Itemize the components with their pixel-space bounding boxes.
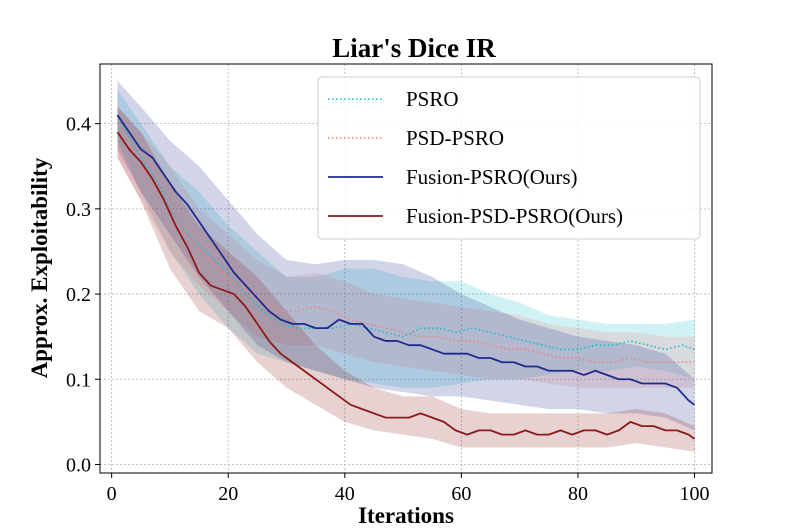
x-tick-label: 100 (680, 483, 710, 505)
fusion-psro-ours-band (117, 81, 695, 431)
x-tick-label: 80 (568, 483, 588, 505)
legend-label-psd-psro: PSD-PSRO (406, 126, 504, 150)
legend-label-fusion-psd-psro-ours: Fusion-PSD-PSRO(Ours) (406, 204, 623, 228)
fusion-psd-psro-ours-band (117, 106, 695, 452)
legend-label-fusion-psro-ours: Fusion-PSRO(Ours) (406, 165, 578, 189)
y-tick-label: 0.2 (66, 284, 91, 306)
legend: PSRO PSD-PSRO Fusion-PSRO(Ours) Fusion-PSD-… (317, 76, 701, 240)
x-tick-label: 60 (451, 483, 471, 505)
y-axis-label: Approx. Exploitability (27, 157, 52, 378)
chart-title: Liar's Dice IR (332, 33, 496, 63)
psro-line (116, 114, 695, 351)
y-tick-label: 0.4 (66, 114, 91, 136)
y-tick-label: 0.1 (66, 369, 91, 391)
confidence-bands (117, 81, 695, 452)
fusion-psd-psro-ours-line (116, 131, 696, 440)
x-axis-ticks: 0 20 40 60 80 100 (107, 473, 710, 505)
x-tick-label: 40 (335, 483, 355, 505)
series-lines (116, 114, 696, 440)
legend-box (317, 76, 701, 240)
psro-band (117, 89, 695, 388)
plot-frame (99, 63, 713, 474)
x-tick-label: 0 (107, 483, 117, 505)
y-axis-ticks: 0.0 0.1 0.2 0.3 0.4 (66, 114, 100, 476)
x-axis-label: Iterations (358, 503, 454, 528)
legend-label-psro: PSRO (406, 87, 459, 111)
y-tick-label: 0.3 (66, 199, 91, 221)
x-tick-label: 20 (218, 483, 238, 505)
fusion-psro-ours-line (116, 114, 696, 406)
psd-psro-band (117, 106, 695, 388)
y-tick-label: 0.0 (66, 454, 91, 476)
